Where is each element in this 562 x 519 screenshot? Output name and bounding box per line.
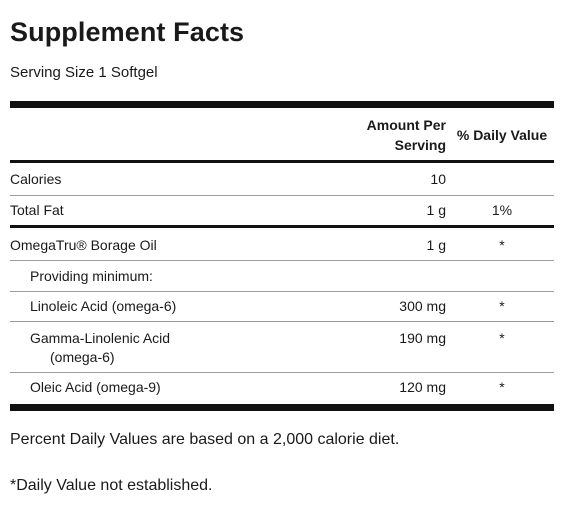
section-divider	[10, 225, 554, 228]
row-divider	[10, 260, 554, 261]
row-divider	[10, 195, 554, 196]
nutrient-amount: 1 g	[426, 237, 446, 253]
nutrient-name-line1: Gamma-Linolenic Acid	[30, 330, 171, 346]
amount-per-serving-header: Amount Per Serving	[346, 115, 446, 155]
panel-title: Supplement Facts	[10, 17, 245, 47]
nutrient-daily-value: *	[499, 237, 505, 253]
nutrient-daily-value: *	[499, 379, 505, 395]
nutrient-amount: 10	[430, 171, 446, 187]
row-divider	[10, 291, 554, 292]
bottom-thick-divider	[10, 404, 554, 411]
nutrient-amount: 300 mg	[399, 298, 446, 314]
nutrient-name: OmegaTru® Borage Oil	[10, 237, 157, 253]
serving-size: Serving Size 1 Softgel	[10, 64, 158, 81]
daily-value-header: % Daily Value	[456, 127, 548, 143]
top-thick-divider	[10, 101, 554, 108]
nutrient-name: Gamma-Linolenic Acid (omega-6)	[30, 329, 290, 367]
nutrient-daily-value: *	[499, 298, 505, 314]
percent-dv-footnote: Percent Daily Values are based on a 2,00…	[10, 431, 400, 448]
row-divider	[10, 372, 554, 373]
nutrient-name: Calories	[10, 171, 62, 187]
nutrient-name-line2: (omega-6)	[50, 349, 115, 365]
nutrient-name: Linoleic Acid (omega-6)	[30, 298, 177, 314]
header-divider	[10, 160, 554, 163]
row-divider	[10, 321, 554, 322]
nutrient-daily-value: 1%	[491, 202, 513, 218]
nutrient-name: Total Fat	[10, 202, 64, 218]
nutrient-daily-value: *	[499, 330, 505, 346]
nutrient-amount: 1 g	[426, 202, 446, 218]
amount-header-line2: Serving	[394, 137, 446, 153]
nutrient-name: Providing minimum:	[30, 268, 153, 284]
nutrient-name: Oleic Acid (omega-9)	[30, 379, 161, 395]
amount-header-line1: Amount Per	[366, 117, 446, 133]
nutrient-amount: 190 mg	[399, 330, 446, 346]
not-established-footnote: *Daily Value not established.	[10, 477, 213, 494]
nutrient-amount: 120 mg	[399, 379, 446, 395]
